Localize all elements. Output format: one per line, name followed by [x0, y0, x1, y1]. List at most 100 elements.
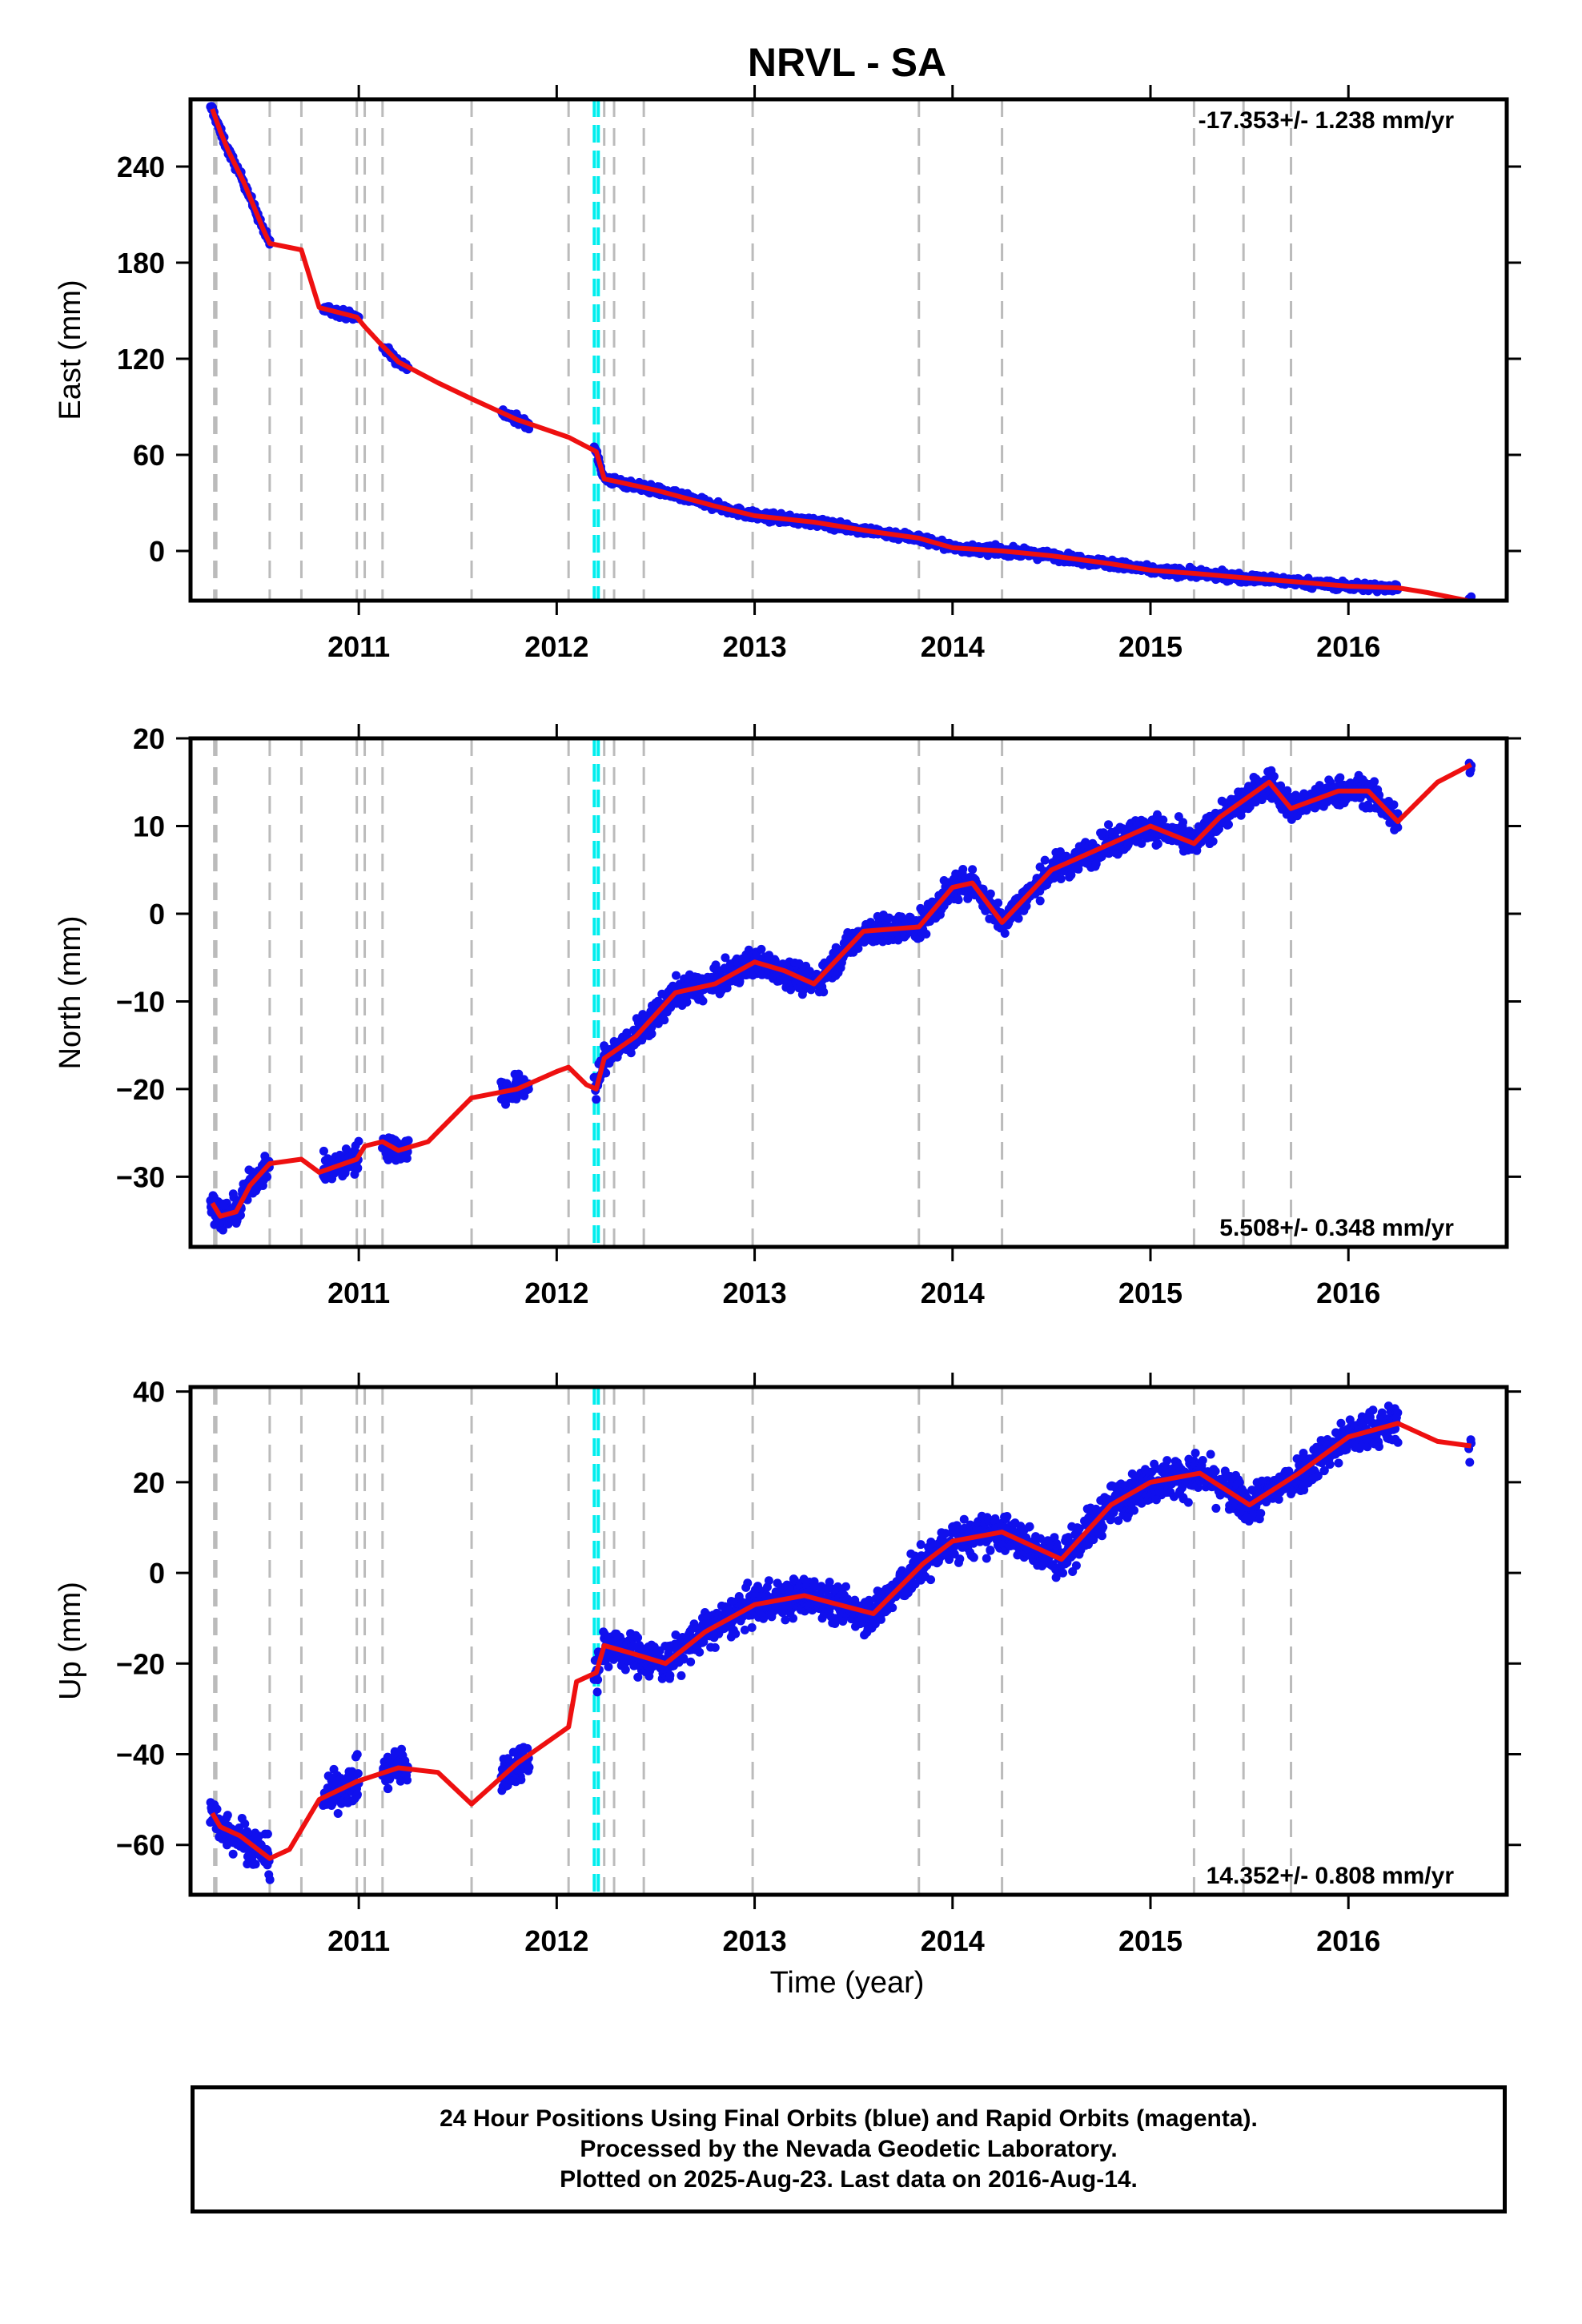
data-point — [1000, 929, 1010, 939]
data-point — [695, 1647, 705, 1657]
data-point — [1269, 772, 1279, 782]
x-tick-label: 2011 — [327, 630, 390, 663]
data-point — [1040, 855, 1050, 865]
data-point — [601, 1068, 611, 1078]
data-point — [743, 1578, 753, 1588]
x-tick-label: 2013 — [723, 1277, 787, 1309]
data-point — [524, 1763, 534, 1772]
data-point — [263, 1172, 272, 1182]
data-point — [592, 1095, 601, 1104]
data-point — [1467, 592, 1476, 601]
data-point — [218, 1225, 227, 1235]
data-points-east — [206, 102, 1476, 601]
data-point — [710, 1642, 720, 1652]
y-tick-label: 0 — [149, 898, 165, 931]
y-axis-label-north: North (mm) — [54, 915, 87, 1069]
y-axis-label-east: East (mm) — [54, 279, 87, 420]
x-tick-label: 2015 — [1118, 630, 1182, 663]
data-points-north — [206, 758, 1476, 1235]
data-point — [786, 985, 796, 995]
data-point — [620, 1665, 630, 1675]
data-point — [757, 944, 766, 954]
data-point — [819, 987, 829, 997]
data-point — [593, 1675, 603, 1685]
data-point — [1208, 837, 1218, 846]
data-point — [523, 1743, 532, 1753]
data-point — [1335, 773, 1345, 782]
data-point — [626, 1048, 636, 1058]
plot-frame — [188, 97, 1509, 603]
data-point — [352, 1750, 362, 1759]
model-line-north — [210, 762, 1472, 1219]
data-point — [740, 1625, 749, 1634]
data-point — [1158, 815, 1168, 825]
data-point — [1137, 838, 1146, 848]
data-point — [383, 1783, 393, 1793]
data-point — [809, 1577, 819, 1586]
data-point — [747, 1622, 757, 1632]
y-tick-label: 180 — [117, 247, 165, 279]
data-point — [353, 1769, 363, 1779]
data-point — [921, 929, 931, 939]
data-point — [319, 1146, 328, 1156]
data-point — [403, 1775, 412, 1785]
data-point — [679, 1655, 689, 1664]
data-point — [660, 1015, 669, 1025]
data-point — [604, 1662, 613, 1671]
data-point — [516, 1775, 526, 1785]
x-tick-label: 2012 — [524, 1277, 588, 1309]
data-point — [764, 1576, 773, 1586]
y-tick-label: 240 — [117, 151, 165, 183]
data-point — [647, 1023, 656, 1032]
data-point — [633, 1672, 643, 1682]
data-point — [711, 960, 721, 970]
data-point — [672, 971, 681, 980]
data-point — [698, 996, 708, 1006]
x-tick-label: 2014 — [921, 630, 985, 663]
x-tick-label: 2013 — [723, 630, 787, 663]
data-point — [352, 1790, 362, 1799]
data-point — [592, 1687, 602, 1697]
data-point — [1370, 777, 1379, 786]
data-point — [665, 1671, 675, 1680]
x-tick-label: 2016 — [1316, 1277, 1380, 1309]
data-point — [968, 865, 978, 875]
data-point — [1283, 786, 1292, 795]
data-point — [721, 953, 730, 963]
data-point — [1098, 828, 1108, 838]
data-point — [402, 1153, 412, 1163]
x-tick-label: 2015 — [1118, 1277, 1182, 1309]
data-point — [1393, 809, 1403, 818]
data-point — [781, 1615, 790, 1625]
data-point — [514, 1069, 524, 1079]
data-point — [682, 997, 692, 1007]
data-point — [251, 1860, 260, 1869]
plot-frame — [188, 736, 1509, 1249]
data-point — [353, 1163, 363, 1172]
data-point — [954, 895, 963, 905]
y-tick-label: 20 — [133, 722, 165, 755]
data-point — [390, 1750, 400, 1759]
y-tick-label: 10 — [133, 810, 165, 842]
data-points-up — [206, 1401, 1476, 1884]
data-point — [699, 1637, 709, 1647]
y-tick-label: −20 — [116, 1073, 165, 1106]
data-point — [212, 1804, 222, 1814]
data-point — [789, 1575, 799, 1585]
data-point — [994, 898, 1003, 907]
y-tick-label: 0 — [149, 535, 165, 568]
model-line-east — [210, 107, 1468, 601]
data-point — [1153, 839, 1162, 849]
x-tick-label: 2012 — [524, 630, 588, 663]
data-point — [235, 1211, 245, 1220]
data-point — [223, 1811, 232, 1820]
data-point — [1104, 820, 1114, 830]
data-point — [686, 1657, 696, 1667]
data-point — [1056, 874, 1066, 883]
velocity-label-north: 5.508+/- 0.348 mm/yr — [1219, 1215, 1454, 1241]
